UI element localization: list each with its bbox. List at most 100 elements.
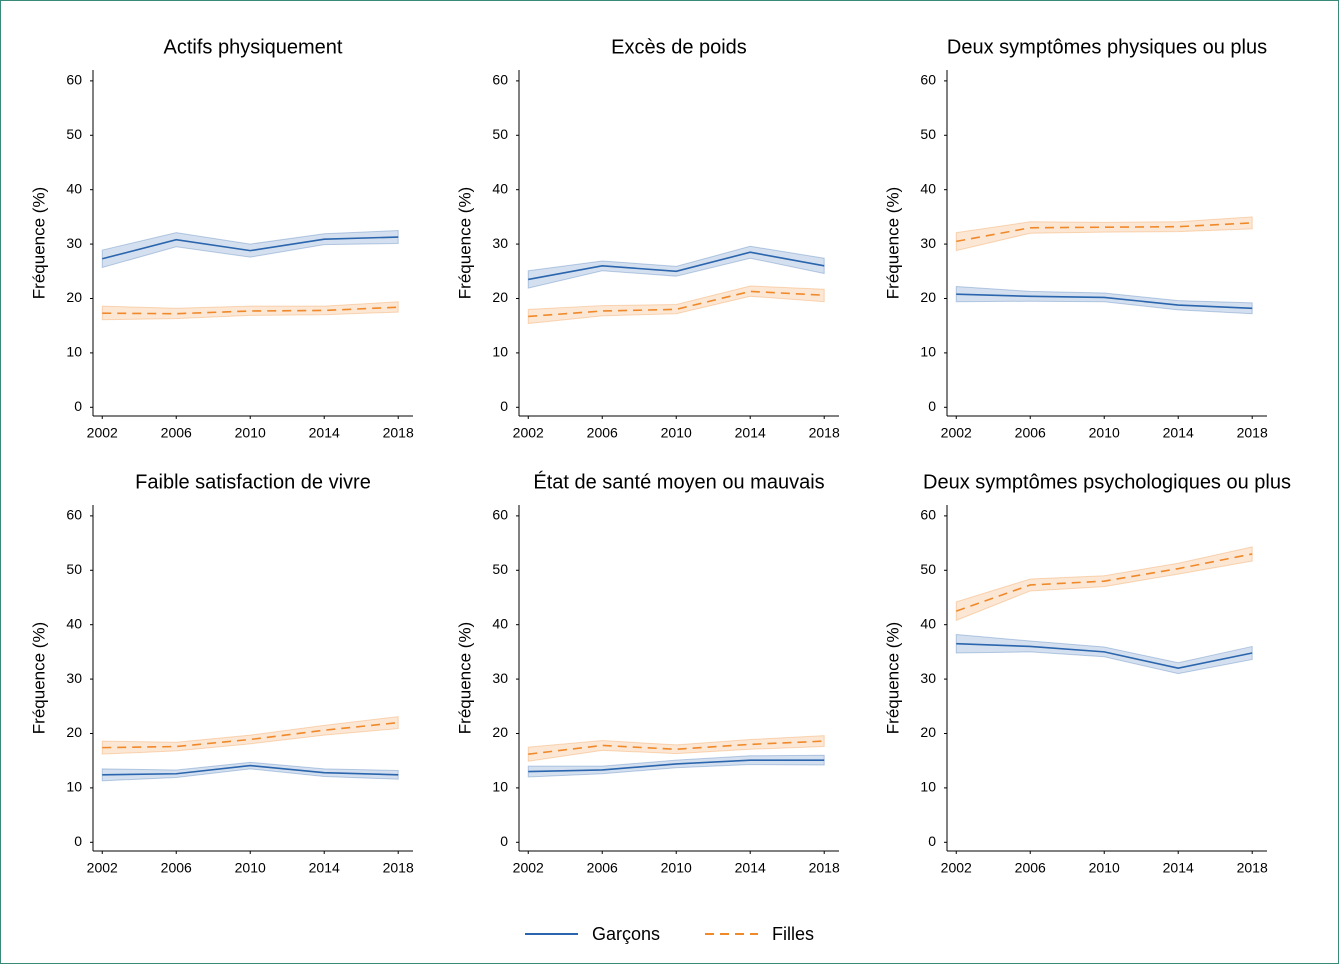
confidence-band: [101, 301, 399, 321]
y-tick-label: 10: [920, 779, 936, 795]
y-tick-label: 30: [66, 670, 82, 686]
x-tick-label: 2018: [809, 860, 840, 876]
y-tick-label: 10: [920, 344, 936, 360]
confidence-band: [527, 285, 825, 325]
y-tick-label: 0: [500, 398, 508, 414]
y-tick-label: 60: [66, 507, 82, 523]
legend-label: Filles: [772, 924, 814, 944]
x-tick-label: 2018: [1237, 860, 1268, 876]
chart-title: Actifs physiquement: [164, 36, 343, 58]
series-line: [528, 759, 825, 773]
y-tick-label: 30: [492, 670, 508, 686]
y-tick-label: 20: [66, 289, 82, 305]
chart-title: Deux symptômes physiques ou plus: [947, 36, 1267, 58]
x-tick-label: 2014: [309, 425, 340, 441]
y-tick-label: 20: [492, 289, 508, 305]
x-tick-label: 2006: [161, 425, 192, 441]
chart-title: Deux symptômes psychologiques ou plus: [923, 471, 1291, 493]
y-tick-label: 10: [492, 779, 508, 795]
x-tick-label: 2014: [1163, 425, 1194, 441]
series-line: [102, 764, 399, 776]
x-tick-label: 2010: [1089, 425, 1120, 441]
x-tick-label: 2010: [1089, 860, 1120, 876]
y-tick-label: 30: [66, 235, 82, 251]
y-tick-label: 40: [492, 615, 508, 631]
y-axis-label: Fréquence (%): [29, 622, 48, 734]
y-tick-label: 40: [492, 180, 508, 196]
x-tick-label: 2014: [735, 860, 766, 876]
confidence-band: [955, 633, 1253, 675]
y-tick-label: 0: [500, 833, 508, 849]
y-tick-label: 50: [66, 126, 82, 142]
y-tick-label: 20: [492, 724, 508, 740]
y-axis-label: Fréquence (%): [455, 622, 474, 734]
x-tick-label: 2018: [1237, 425, 1268, 441]
y-tick-label: 60: [492, 72, 508, 88]
y-tick-label: 10: [66, 344, 82, 360]
series-line: [102, 306, 399, 315]
y-tick-label: 50: [492, 126, 508, 142]
confidence-band: [527, 245, 825, 289]
x-tick-label: 2006: [587, 425, 618, 441]
series-line: [956, 642, 1253, 670]
y-tick-label: 20: [66, 724, 82, 740]
y-tick-label: 40: [920, 180, 936, 196]
x-tick-label: 2010: [235, 860, 266, 876]
y-axis-label: Fréquence (%): [883, 187, 902, 299]
x-tick-label: 2006: [161, 860, 192, 876]
series-line: [955, 553, 1253, 612]
y-tick-label: 20: [920, 289, 936, 305]
y-axis-label: Fréquence (%): [455, 187, 474, 299]
y-tick-label: 60: [492, 507, 508, 523]
y-tick-label: 0: [74, 398, 82, 414]
y-tick-label: 50: [920, 561, 936, 577]
x-tick-label: 2010: [661, 860, 692, 876]
series-line: [956, 293, 1253, 310]
chart-title: Excès de poids: [611, 36, 747, 58]
y-tick-label: 0: [928, 398, 936, 414]
confidence-band: [527, 735, 825, 762]
confidence-band: [101, 761, 399, 782]
x-tick-label: 2006: [1015, 425, 1046, 441]
x-tick-label: 2018: [809, 425, 840, 441]
series-line: [528, 740, 825, 755]
x-tick-label: 2014: [309, 860, 340, 876]
y-axis-label: Fréquence (%): [883, 622, 902, 734]
series-line: [528, 290, 825, 318]
y-tick-label: 60: [920, 507, 936, 523]
y-tick-label: 50: [492, 561, 508, 577]
x-tick-label: 2018: [383, 425, 414, 441]
series-line: [102, 236, 399, 260]
x-tick-label: 2002: [941, 860, 972, 876]
y-tick-label: 40: [66, 615, 82, 631]
x-tick-label: 2010: [661, 425, 692, 441]
y-tick-label: 60: [920, 72, 936, 88]
y-tick-label: 10: [66, 779, 82, 795]
x-tick-label: 2002: [87, 425, 118, 441]
y-tick-label: 60: [66, 72, 82, 88]
x-tick-label: 2002: [513, 425, 544, 441]
y-tick-label: 40: [66, 180, 82, 196]
legend-label: Garçons: [592, 924, 660, 944]
x-tick-label: 2006: [1015, 860, 1046, 876]
series-line: [102, 721, 399, 749]
chart-title: Faible satisfaction de vivre: [135, 471, 371, 493]
y-tick-label: 50: [66, 561, 82, 577]
series-line: [528, 251, 825, 281]
y-tick-label: 30: [920, 670, 936, 686]
x-tick-label: 2002: [941, 425, 972, 441]
y-axis-label: Fréquence (%): [29, 187, 48, 299]
y-tick-label: 0: [74, 833, 82, 849]
y-tick-label: 50: [920, 126, 936, 142]
confidence-band: [955, 216, 1253, 252]
x-tick-label: 2014: [735, 425, 766, 441]
confidence-band: [955, 546, 1253, 622]
y-tick-label: 30: [492, 235, 508, 251]
y-tick-label: 0: [928, 833, 936, 849]
chart-title: État de santé moyen ou mauvais: [533, 470, 824, 493]
x-tick-label: 2010: [235, 425, 266, 441]
series-line: [956, 222, 1253, 243]
confidence-band: [955, 285, 1253, 315]
